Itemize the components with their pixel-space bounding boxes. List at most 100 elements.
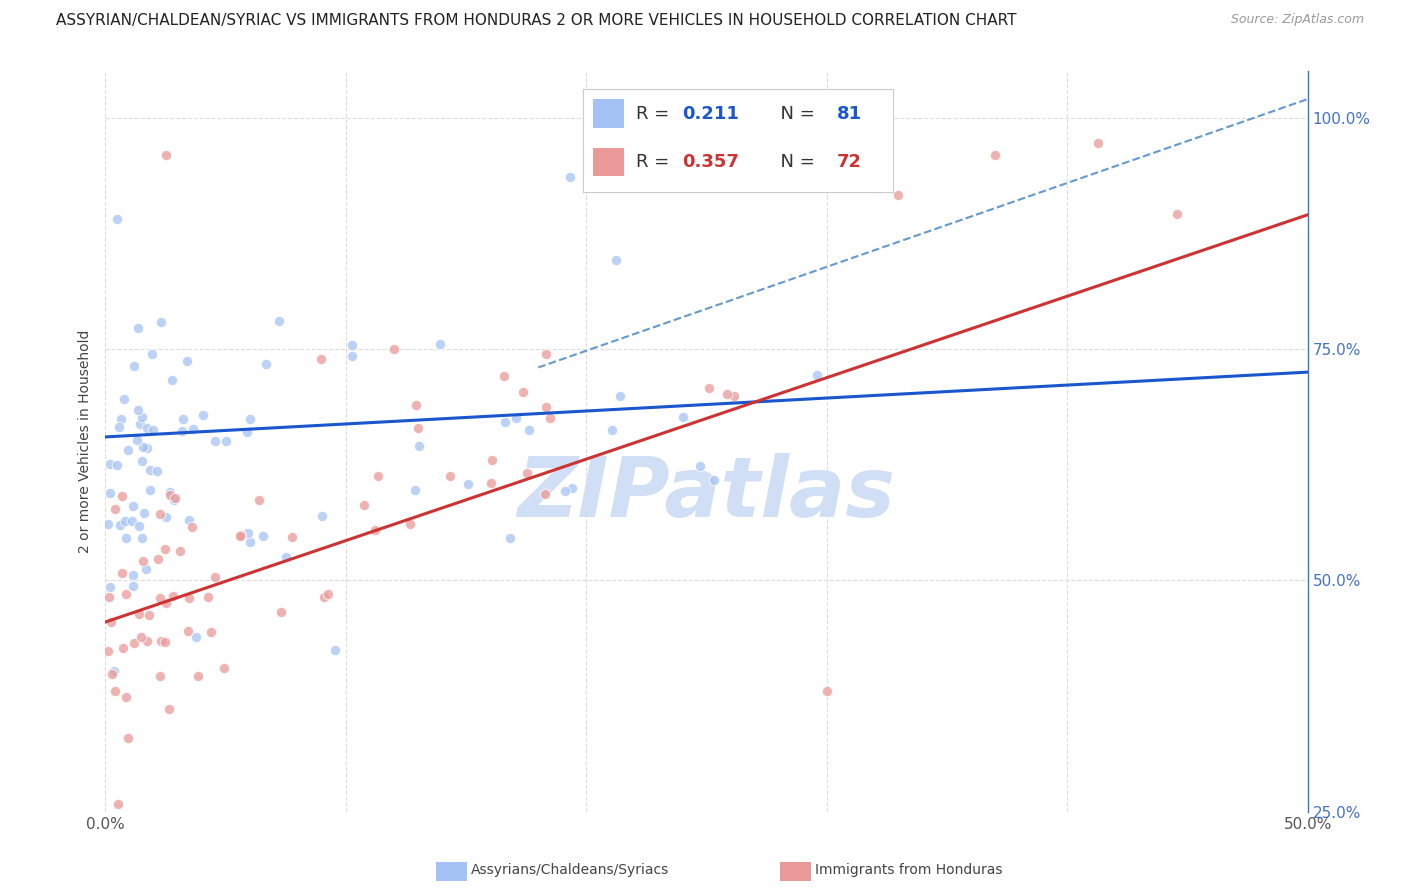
Point [231,528,253,542]
Point [204,434,226,448]
Point [723,388,745,402]
Point [716,386,738,401]
Text: 72: 72 [837,153,862,171]
Point [176,624,198,638]
Point [131,531,153,545]
Point [1087,136,1109,151]
Point [172,412,194,426]
Point [429,336,451,351]
Point [193,408,215,422]
Text: 0.357: 0.357 [682,153,740,171]
Point [149,316,172,330]
Point [270,605,292,619]
Point [160,373,183,387]
Point [114,586,136,600]
Point [177,513,200,527]
Point [815,684,838,698]
Point [155,596,177,610]
Point [239,412,262,426]
Point [112,640,135,655]
Point [689,458,711,473]
Point [340,349,363,363]
Point [269,314,291,328]
Text: 0.211: 0.211 [682,105,740,123]
Point [108,420,131,434]
Point [139,483,162,497]
Point [149,507,172,521]
Point [134,506,156,520]
Point [236,425,259,440]
Point [239,535,262,549]
Point [340,338,363,352]
Point [534,347,557,361]
Point [141,347,163,361]
Text: ZIPatlas: ZIPatlas [517,453,896,534]
Point [561,481,583,495]
Point [516,466,538,480]
Point [247,492,270,507]
Point [145,464,167,478]
Point [129,417,152,432]
Point [103,664,125,678]
Point [117,731,139,746]
Point [121,514,143,528]
Point [697,381,720,395]
Point [98,486,121,500]
Point [122,499,145,513]
Point [110,411,132,425]
Point [135,562,157,576]
Point [163,493,186,508]
Point [127,320,149,334]
Text: Assyrians/Chaldeans/Syriacs: Assyrians/Chaldeans/Syriacs [471,863,669,877]
Point [457,477,479,491]
Point [162,589,184,603]
Point [101,666,124,681]
Point [104,684,127,698]
Point [187,669,209,683]
Point [405,398,427,412]
Point [150,634,173,648]
Point [505,410,527,425]
Point [204,570,226,584]
Text: Immigrants from Honduras: Immigrants from Honduras [815,863,1002,877]
Text: 81: 81 [837,105,862,123]
Point [153,635,176,649]
Point [499,531,522,545]
Point [367,469,389,483]
Point [136,441,159,455]
Point [115,532,138,546]
Point [538,411,561,425]
Point [180,520,202,534]
Point [107,797,129,811]
Point [159,485,181,500]
Point [309,352,332,367]
Point [494,415,516,429]
Point [97,516,120,531]
Point [131,410,153,425]
Point [131,454,153,468]
Point [129,630,152,644]
Point [212,661,235,675]
Point [1166,207,1188,221]
Point [481,453,503,467]
Point [382,342,405,356]
Point [512,384,534,399]
Point [254,357,277,371]
Point [252,529,274,543]
Point [439,469,461,483]
Point [703,473,725,487]
Point [323,642,346,657]
Point [112,392,135,406]
Point [155,147,177,161]
Point [107,212,129,227]
Point [142,423,165,437]
Point [163,491,186,506]
Point [149,591,172,605]
Point [117,442,139,457]
Point [138,607,160,622]
Point [517,423,540,437]
Point [281,530,304,544]
Point [605,253,627,268]
Point [98,457,121,471]
Text: N =: N = [769,153,821,171]
